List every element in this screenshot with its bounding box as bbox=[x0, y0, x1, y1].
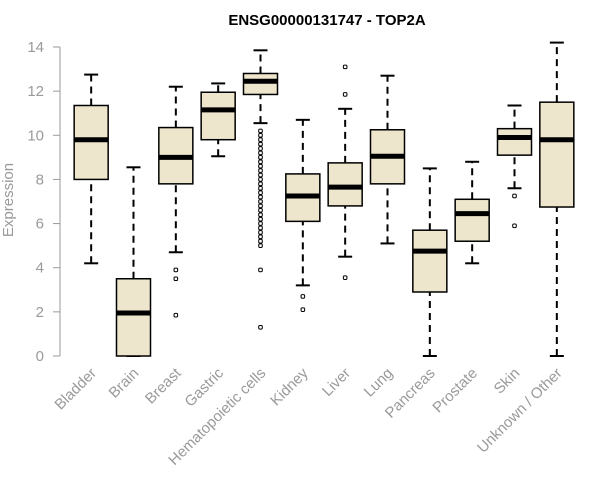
box-kidney bbox=[285, 118, 321, 312]
outlier-point bbox=[258, 203, 263, 209]
outlier-point bbox=[258, 212, 263, 218]
outlier-point bbox=[173, 267, 179, 273]
outlier-point bbox=[300, 307, 306, 312]
outlier-point bbox=[173, 312, 179, 318]
y-tick-label: 4 bbox=[36, 260, 44, 277]
outlier-point bbox=[512, 193, 517, 199]
y-axis-label: Expression bbox=[0, 163, 17, 237]
outlier-point bbox=[258, 267, 263, 273]
box-prostate bbox=[454, 160, 490, 265]
box-body bbox=[454, 198, 490, 242]
outlier-point bbox=[258, 146, 263, 151]
box-body bbox=[327, 162, 363, 207]
x-category-label: Bladder bbox=[51, 365, 100, 414]
x-category-label: Lung bbox=[361, 365, 397, 401]
outlier-point bbox=[258, 238, 263, 244]
x-category-label: Brain bbox=[106, 365, 143, 402]
outlier-point bbox=[342, 92, 348, 97]
outlier-point bbox=[512, 223, 517, 229]
outlier-point bbox=[342, 64, 348, 70]
box-body bbox=[412, 229, 448, 293]
outlier-point bbox=[258, 177, 263, 182]
outlier-point bbox=[258, 172, 263, 178]
outlier-point bbox=[258, 185, 263, 191]
y-tick-label: 12 bbox=[27, 83, 44, 100]
outlier-point bbox=[258, 216, 263, 222]
outlier-point bbox=[258, 199, 263, 204]
y-tick-label: 14 bbox=[27, 39, 44, 56]
x-category-label: Kidney bbox=[267, 364, 312, 409]
outlier-point bbox=[258, 243, 263, 248]
y-axis: 0 2 4 6 8 10 12 14 bbox=[27, 39, 61, 365]
box-body bbox=[539, 101, 575, 208]
box-unknown-other bbox=[539, 41, 575, 357]
outlier-point bbox=[258, 159, 263, 165]
box-pancreas bbox=[412, 167, 448, 357]
box-body bbox=[496, 127, 533, 156]
box-brain bbox=[115, 166, 152, 357]
box-body bbox=[73, 104, 109, 181]
box-lung bbox=[369, 74, 406, 245]
outlier-point bbox=[258, 181, 263, 187]
outlier-point bbox=[258, 225, 263, 231]
outlier-point bbox=[258, 155, 263, 160]
y-tick-label: 0 bbox=[36, 348, 44, 365]
outlier-point bbox=[258, 230, 263, 235]
x-category-label: Skin bbox=[491, 365, 524, 398]
outlier-point bbox=[300, 294, 306, 299]
box-liver bbox=[327, 64, 363, 280]
box-hematopoietic-cells bbox=[242, 49, 279, 330]
box-breast bbox=[158, 85, 194, 318]
y-tick-label: 10 bbox=[27, 127, 44, 144]
outlier-point bbox=[258, 190, 263, 195]
chart-title: ENSG00000131747 - TOP2A bbox=[228, 12, 426, 29]
outlier-point bbox=[258, 168, 263, 173]
outlier-point bbox=[258, 234, 263, 240]
boxes-group bbox=[73, 41, 575, 357]
outlier-point bbox=[342, 275, 348, 280]
outlier-point bbox=[258, 141, 263, 147]
x-category-label: Prostate bbox=[429, 365, 481, 417]
outlier-point bbox=[258, 137, 263, 142]
outlier-point bbox=[258, 163, 263, 169]
box-skin bbox=[496, 104, 533, 229]
x-category-label: Liver bbox=[319, 365, 354, 400]
y-tick-label: 6 bbox=[36, 216, 44, 233]
y-tick-label: 2 bbox=[36, 304, 44, 321]
box-gastric bbox=[200, 82, 236, 158]
outlier-point bbox=[258, 194, 263, 200]
y-tick-label: 8 bbox=[36, 171, 44, 188]
box-bladder bbox=[73, 73, 109, 265]
box-body bbox=[242, 72, 279, 96]
x-category-label: Breast bbox=[142, 364, 185, 407]
outlier-point bbox=[258, 208, 263, 213]
outlier-point bbox=[173, 276, 179, 282]
box-body bbox=[115, 278, 152, 357]
outlier-point bbox=[258, 150, 263, 156]
outlier-point bbox=[258, 128, 263, 134]
outlier-point bbox=[258, 132, 263, 138]
box-body bbox=[200, 91, 236, 141]
outlier-point bbox=[258, 221, 263, 226]
outlier-point bbox=[258, 325, 263, 330]
